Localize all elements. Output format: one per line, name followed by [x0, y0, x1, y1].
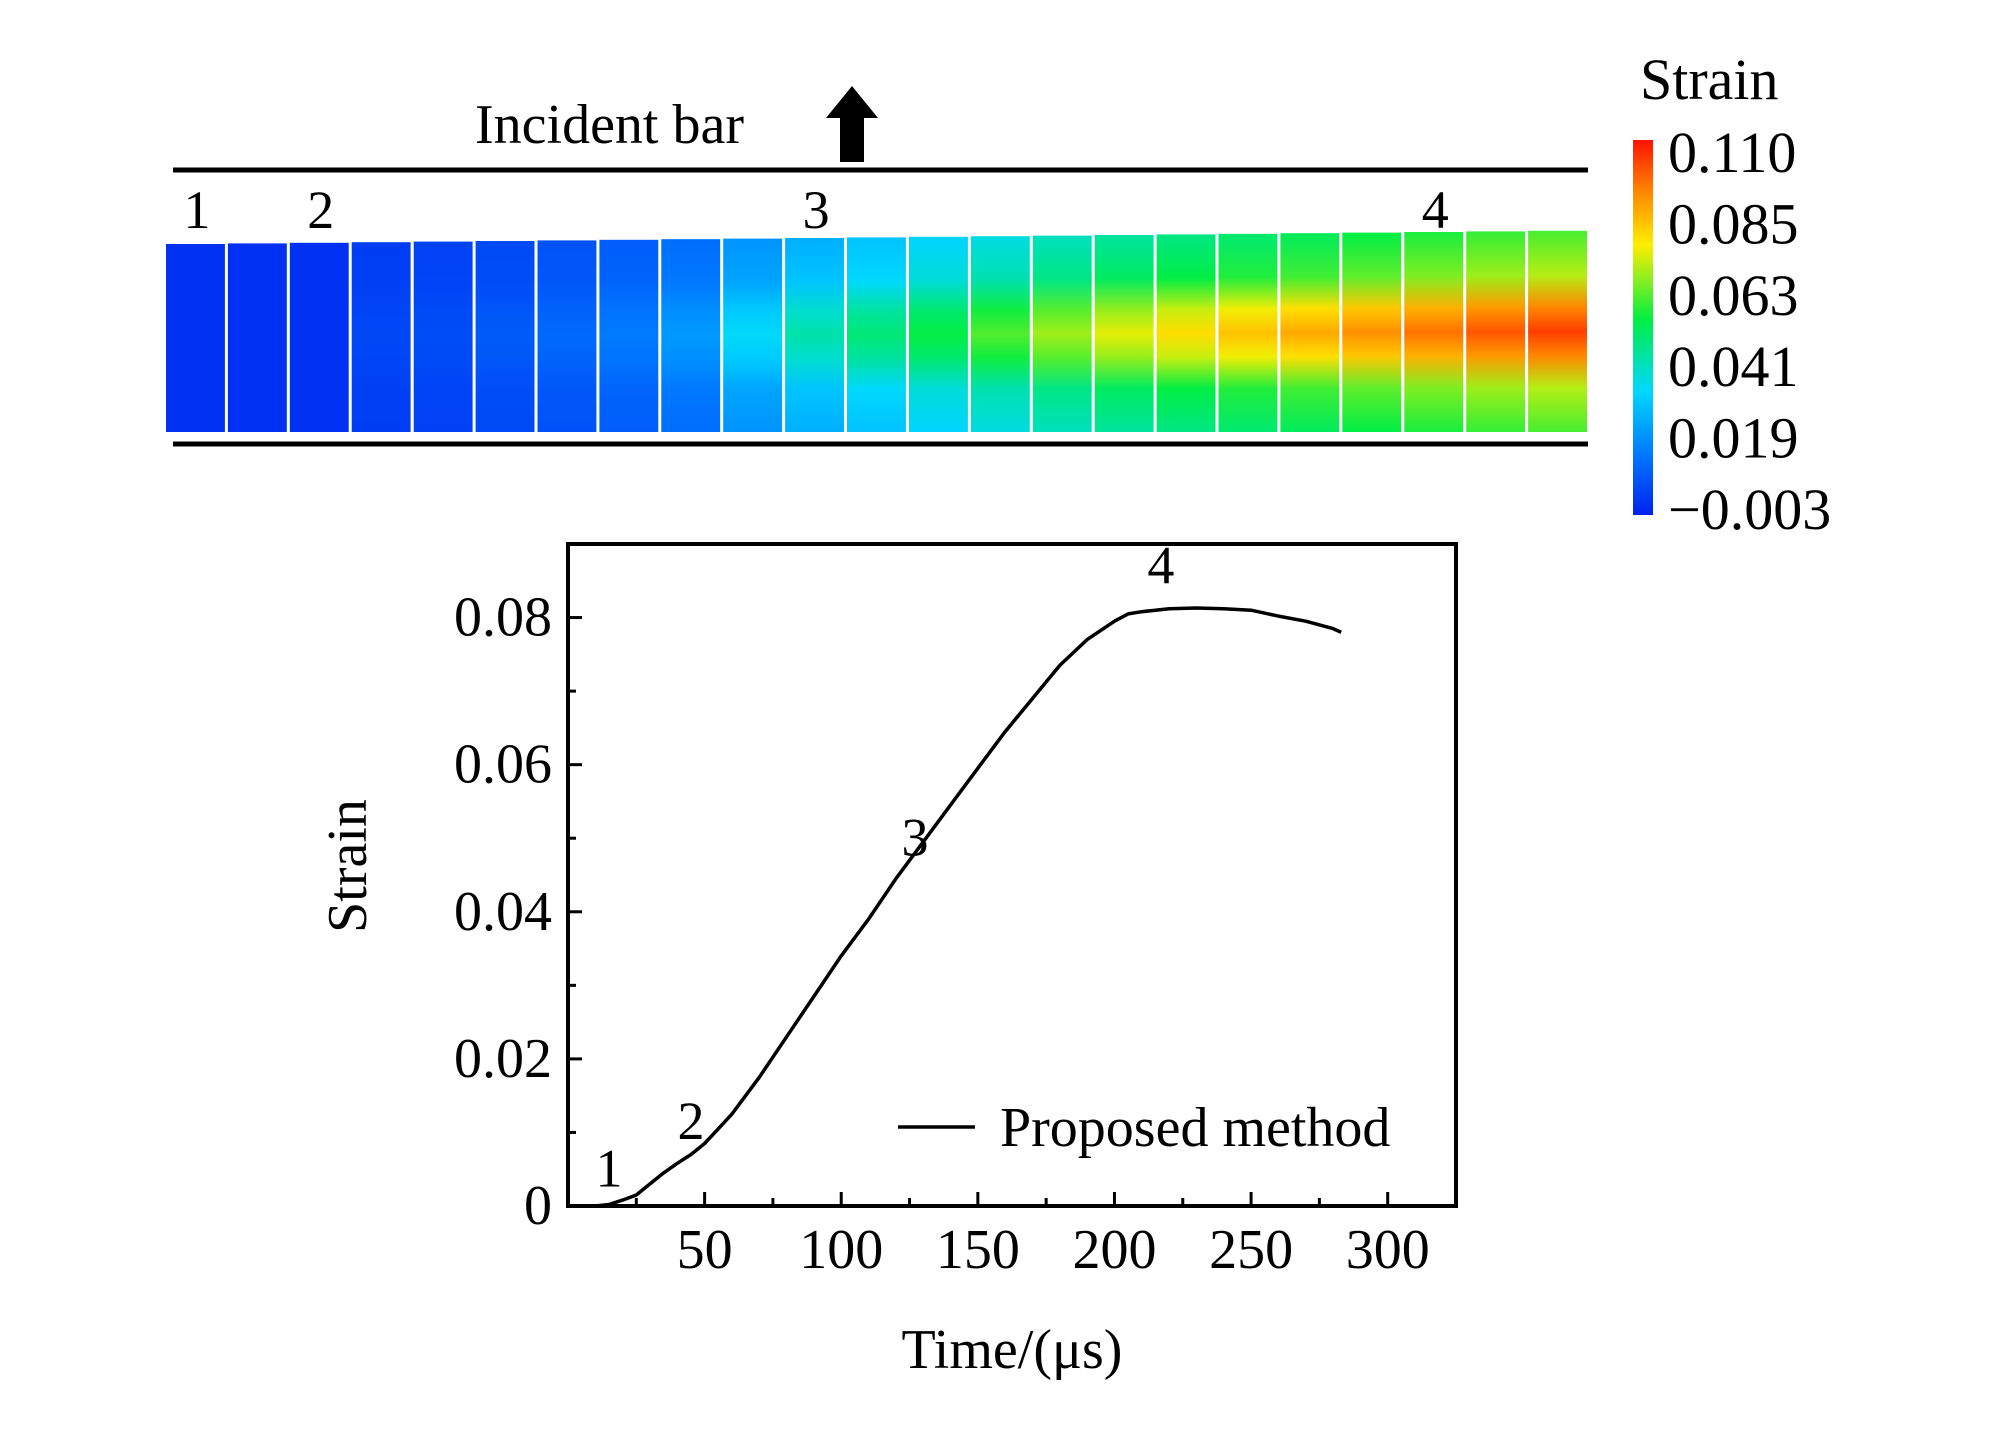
specimen-frame [970, 236, 1030, 432]
colorbar-tick-label: 0.085 [1668, 191, 1799, 256]
specimen-frame [847, 237, 906, 432]
legend-label: Proposed method [1000, 1097, 1390, 1159]
colorbar-gradient [1633, 140, 1653, 515]
colorbar-tick-label: 0.110 [1668, 120, 1796, 185]
specimen-frame [661, 239, 721, 432]
specimen-frame [1156, 234, 1216, 432]
legend: Proposed method [898, 1097, 1390, 1159]
curve-annotation: 1 [596, 1139, 623, 1199]
curve-annotations: 12 3 4 [596, 536, 1175, 1199]
plot-frame [566, 542, 1458, 1208]
x-tick-label: 200 [1072, 1219, 1156, 1281]
specimen-frame [1466, 231, 1526, 432]
up-arrow-icon [826, 86, 878, 162]
specimen-frame [1528, 230, 1587, 432]
specimen-frame [785, 238, 844, 432]
x-axis-label: Time/(μs) [902, 1319, 1123, 1381]
x-axis-ticks: 50 100 150 200 250 300 [634, 1192, 1430, 1281]
specimen-frame [599, 239, 659, 432]
specimen-frame [351, 242, 411, 432]
strain-field-panel: Incident bar 1 2 3 4 [166, 86, 1588, 447]
colorbar-tick-label: 0.019 [1668, 406, 1799, 471]
frame-label: 4 [1422, 180, 1449, 240]
frame-label: 3 [803, 180, 830, 240]
colorbar-tick-label: −0.003 [1668, 477, 1831, 542]
frame-label: 2 [307, 180, 334, 240]
x-tick-label: 250 [1209, 1219, 1293, 1281]
line-chart: 50 100 150 200 250 300 0 0.02 0.04 0.06 0.08 12 3 4… [317, 536, 1458, 1381]
colorbar-tick-label: 0.041 [1668, 334, 1799, 399]
frame-label: 1 [184, 180, 211, 240]
specimen-frame [723, 238, 783, 432]
specimen-frame [1342, 232, 1402, 432]
y-axis-ticks: 0 0.02 0.04 0.06 0.08 [454, 587, 582, 1237]
curve-annotation: 4 [1147, 536, 1174, 596]
specimen-frame [166, 244, 225, 432]
specimen-frame [1218, 233, 1278, 432]
y-tick-label: 0 [524, 1175, 552, 1237]
specimen-frame [1094, 235, 1154, 432]
curve-annotation: 3 [902, 808, 929, 868]
frame-labels: 1 2 3 4 [184, 180, 1449, 240]
series-line-proposed-method [595, 606, 1342, 1208]
incident-bar-label: Incident bar [475, 94, 744, 156]
colorbar-title: Strain [1640, 47, 1779, 112]
colorbar-tick-label: 0.063 [1668, 263, 1799, 328]
specimen-frame [413, 241, 473, 432]
x-tick-label: 50 [677, 1219, 733, 1281]
y-axis-label: Strain [317, 799, 379, 933]
x-tick-label: 300 [1346, 1219, 1430, 1281]
y-tick-label: 0.06 [454, 734, 552, 796]
specimen-frame [537, 240, 597, 432]
specimen-frame [227, 243, 287, 432]
specimen-frame [1280, 233, 1340, 432]
y-tick-label: 0.02 [454, 1028, 552, 1090]
specimen-frame [289, 242, 349, 432]
specimen-frame [1032, 235, 1092, 432]
x-tick-label: 150 [936, 1219, 1020, 1281]
y-tick-label: 0.04 [454, 881, 552, 943]
curve-annotation: 2 [678, 1091, 705, 1151]
x-tick-label: 100 [799, 1219, 883, 1281]
specimen-frame [1404, 232, 1464, 432]
specimen-frames [166, 230, 1587, 432]
y-tick-label: 0.08 [454, 587, 552, 649]
specimen-frame [909, 236, 968, 432]
specimen-frame [475, 241, 535, 432]
